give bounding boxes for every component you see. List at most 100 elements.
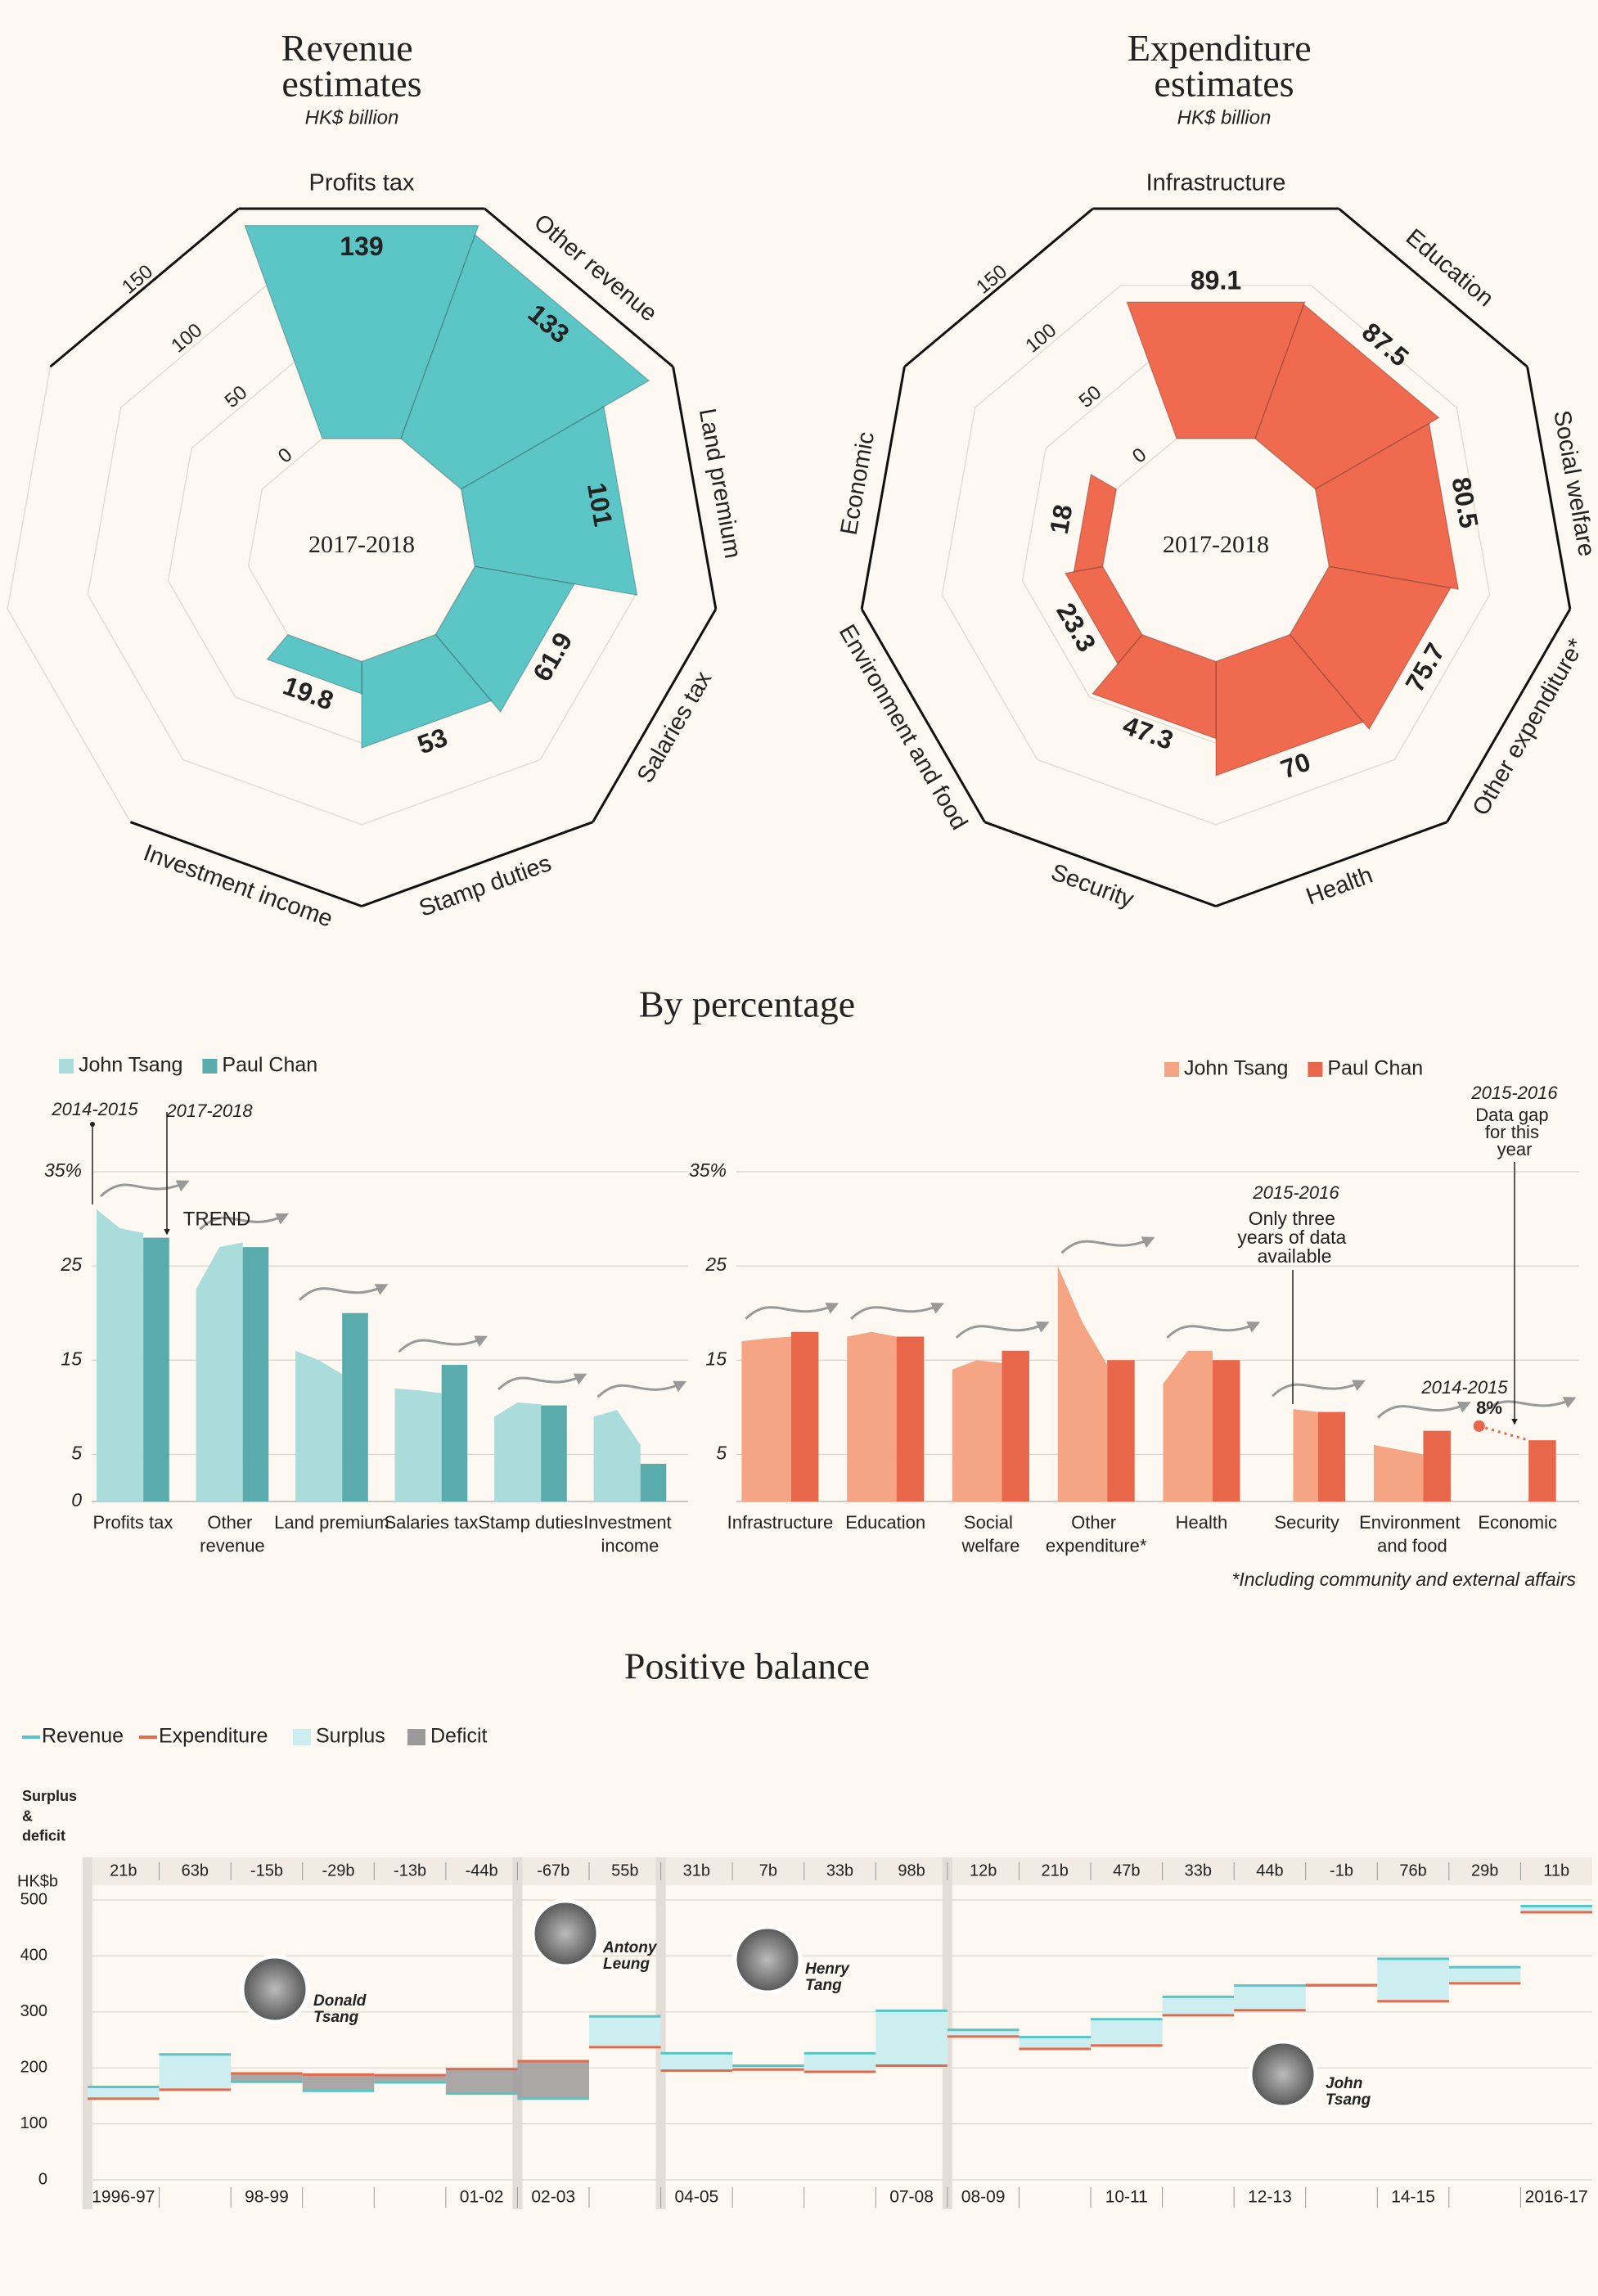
y-tick-label: 0 xyxy=(38,2170,47,2188)
x-tick-label: 01-02 xyxy=(460,2188,504,2207)
x-tick-label: Stamp duties xyxy=(478,1512,583,1533)
x-tick-label: Economic xyxy=(1478,1512,1557,1533)
legend-label: Paul Chan xyxy=(1327,1057,1423,1080)
legend-swatch xyxy=(407,1729,425,1745)
grid-ring xyxy=(941,284,1491,826)
radial-bar xyxy=(1215,633,1365,777)
area xyxy=(1293,1409,1318,1501)
balance-box xyxy=(589,2016,661,2047)
radial-bar xyxy=(266,633,362,696)
balance-box xyxy=(231,2073,303,2082)
legend-label: Paul Chan xyxy=(222,1054,317,1077)
area xyxy=(196,1242,243,1501)
person-name: Henry Tang xyxy=(805,1961,853,1994)
portrait xyxy=(1248,2039,1318,2109)
balance-box xyxy=(88,2087,160,2099)
balance-box xyxy=(374,2075,446,2082)
legend-label: Surplus xyxy=(316,1725,385,1748)
frame-edge xyxy=(361,821,594,907)
center-label: 2017-2018 xyxy=(308,531,415,558)
balance-box xyxy=(1019,2037,1091,2049)
percentage-chart: 0 5 15 25 35% Profits tax Other revenue Land pr… xyxy=(44,1054,688,1555)
annotation: 8% xyxy=(1476,1398,1502,1418)
leader-dot xyxy=(90,1122,95,1127)
radial-bar xyxy=(1289,565,1452,731)
radial-bar xyxy=(244,224,479,439)
legend-swatch xyxy=(1308,1062,1323,1077)
balance-box xyxy=(302,2074,375,2091)
area xyxy=(295,1350,343,1501)
footnote: *Including community and external affair… xyxy=(1231,1569,1576,1590)
radial-bar xyxy=(361,633,493,750)
y-tick-label: 400 xyxy=(20,1947,47,1965)
y-tick-label: 300 xyxy=(20,2002,47,2020)
annotation: 2014-2015 xyxy=(51,1099,138,1119)
trend-arrow xyxy=(596,1380,686,1398)
x-tick-label: Environment and food xyxy=(1359,1512,1465,1556)
trend-arrow xyxy=(955,1321,1050,1339)
value-label: 98b xyxy=(898,1862,925,1880)
value-label: 76b xyxy=(1399,1862,1426,1880)
value-label: 63b xyxy=(182,1862,209,1880)
annotation: 2014-2015 xyxy=(1420,1377,1508,1398)
portrait xyxy=(530,1898,601,1969)
area xyxy=(1163,1350,1213,1501)
value-label: -15b xyxy=(250,1862,283,1880)
trend-arrow xyxy=(1482,1397,1577,1414)
bar xyxy=(143,1237,169,1501)
value-label: 18 xyxy=(1044,502,1078,536)
frame-edge xyxy=(1215,821,1448,907)
value-label: 89.1 xyxy=(1191,266,1241,295)
x-tick-label: Security xyxy=(1274,1512,1339,1533)
balance-box xyxy=(804,2053,876,2072)
frame-edge xyxy=(984,821,1217,907)
trend-arrow xyxy=(1166,1321,1261,1339)
radial-bar xyxy=(1073,473,1118,573)
x-tick-label: 12-13 xyxy=(1248,2188,1292,2207)
radial-bar xyxy=(434,565,576,714)
x-tick-label: 02-03 xyxy=(531,2188,575,2207)
x-tick-label: 07-08 xyxy=(889,2188,934,2207)
portrait xyxy=(732,1925,803,1995)
trend-arrow xyxy=(398,1335,488,1353)
value-label: 21b xyxy=(110,1862,137,1880)
radial-bar xyxy=(400,233,650,490)
x-tick-label: Profits tax xyxy=(93,1512,173,1533)
legend-swatch xyxy=(59,1059,74,1074)
percentage-chart: 5 15 25 35% Infrastructure Education Social we… xyxy=(689,1057,1579,1556)
frame-edge xyxy=(592,608,718,823)
frame-edge xyxy=(860,608,986,823)
legend-label: Expenditure xyxy=(159,1725,268,1748)
person-name: John Tsang xyxy=(1326,2075,1371,2109)
value-label: 47b xyxy=(1113,1862,1140,1880)
y-tick-label: 5 xyxy=(716,1443,727,1464)
area xyxy=(847,1331,897,1501)
area xyxy=(952,1360,1002,1501)
legend-label: Deficit xyxy=(430,1725,488,1748)
value-label: -13b xyxy=(394,1862,426,1880)
y-tick-label: 25 xyxy=(704,1254,727,1275)
bar xyxy=(1107,1360,1135,1501)
bar xyxy=(441,1365,468,1501)
balance-box xyxy=(1162,1997,1235,2015)
y-tick-label: 100 xyxy=(20,2114,47,2132)
radial-bar xyxy=(1064,565,1143,665)
annotation: Only three years of data available xyxy=(1237,1208,1351,1267)
value-label: 21b xyxy=(1042,1862,1069,1880)
value-label: 33b xyxy=(1185,1862,1212,1880)
legend-swatch xyxy=(202,1059,218,1074)
frame-edge xyxy=(903,207,1094,368)
area xyxy=(741,1336,791,1501)
area xyxy=(494,1402,542,1501)
y-tick-label: 15 xyxy=(705,1348,727,1369)
frame-edge xyxy=(672,366,718,610)
value-label: 55b xyxy=(611,1862,638,1880)
y-tick-label: 35% xyxy=(689,1159,727,1181)
x-tick-label: 10-11 xyxy=(1105,2188,1148,2207)
radial-bar xyxy=(1126,301,1306,439)
trend-arrow xyxy=(1376,1401,1471,1419)
category-label: Infrastructure xyxy=(1146,170,1286,196)
balance-box xyxy=(159,2054,232,2090)
trend-arrow xyxy=(299,1284,389,1301)
